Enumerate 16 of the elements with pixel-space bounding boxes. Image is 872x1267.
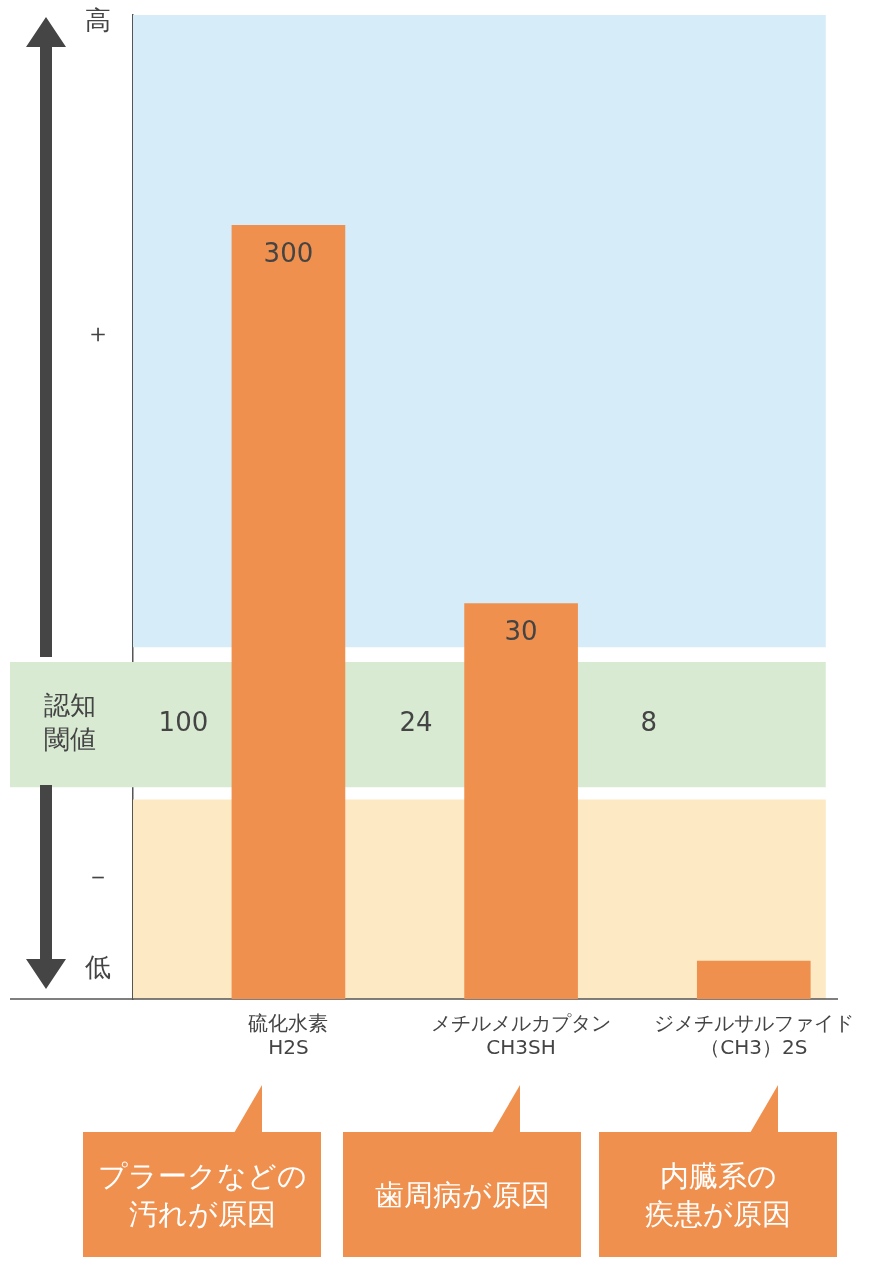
x-tick-label: メチルメルカプタンCH3SH bbox=[431, 1011, 612, 1060]
text: － bbox=[85, 860, 111, 891]
data-label: 30 bbox=[504, 616, 538, 647]
callout: プラークなどの汚れが原因 bbox=[83, 1085, 321, 1257]
text: 低 bbox=[85, 952, 111, 983]
x-tick-label: ジメチルサルファイド（CH3）2S bbox=[653, 1011, 854, 1060]
callout: 歯周病が原因 bbox=[343, 1085, 581, 1257]
band-label: 認知閾値 bbox=[44, 690, 96, 755]
callout: 内臓系の疾患が原因 bbox=[599, 1085, 837, 1257]
x-tick-label: 硫化水素H2S bbox=[248, 1011, 329, 1060]
annotation: 100 bbox=[158, 707, 209, 738]
annotation: 24 bbox=[399, 707, 433, 738]
annotation: 8 bbox=[640, 707, 658, 738]
text: 高 bbox=[85, 4, 111, 35]
text: ＋ bbox=[85, 317, 111, 348]
data-label: 300 bbox=[263, 238, 314, 269]
